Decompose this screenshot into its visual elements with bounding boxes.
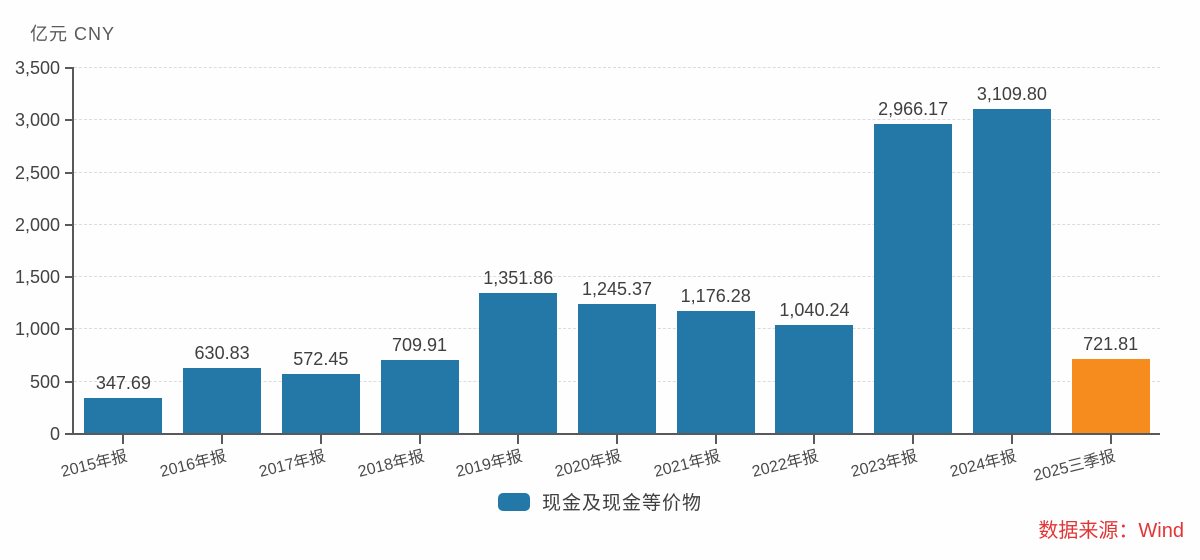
y-axis-tick-label: 0 (49, 424, 60, 444)
x-axis-tick (517, 435, 520, 444)
y-axis-tick (65, 119, 74, 122)
y-axis-tick-label: 2,000 (14, 214, 60, 235)
x-axis-tick-label: 2016年报 (158, 448, 229, 481)
bar-value-label: 572.45 (293, 349, 349, 370)
y-axis-tick (65, 223, 74, 226)
bar (972, 108, 1051, 433)
x-axis-tick (1109, 435, 1112, 444)
x-axis-tick (319, 435, 322, 444)
x-axis-tick (714, 435, 717, 444)
x-axis-tick (1010, 435, 1013, 444)
x-axis-line (70, 433, 1160, 435)
bar-value-label: 2,966.17 (878, 98, 949, 119)
bar-value-label: 1,245.37 (581, 278, 653, 299)
y-axis-tick (65, 380, 74, 383)
legend-label: 现金及现金等价物 (541, 493, 702, 514)
x-axis-tick (813, 435, 816, 444)
x-axis-tick-label: 2015年报 (59, 448, 130, 481)
gridline (74, 276, 1160, 278)
y-axis-tick-label: 1,500 (14, 267, 60, 288)
bar-value-label: 709.91 (392, 334, 448, 355)
bar-value-label: 630.83 (194, 343, 250, 364)
bar (1071, 358, 1150, 433)
x-axis-tick (912, 435, 915, 444)
bar (84, 397, 163, 433)
x-axis-tick-label: 2024年报 (948, 448, 1019, 481)
bar (874, 123, 953, 433)
bar (183, 368, 262, 433)
bar-value-label: 347.69 (95, 372, 151, 393)
bar (775, 325, 854, 433)
x-axis-tick-label: 2023年报 (849, 448, 920, 481)
x-axis-tick-label: 2017年报 (257, 448, 327, 481)
y-axis-tick-label: 1,000 (14, 319, 60, 340)
axis-unit-label: 亿元 CNY (30, 24, 116, 44)
x-axis-tick-label: 2019年报 (454, 448, 525, 481)
y-axis-tick (65, 67, 74, 69)
x-axis-tick (122, 435, 125, 444)
bar (676, 310, 755, 433)
bar-value-label: 3,109.80 (976, 83, 1047, 104)
x-axis-tick (418, 435, 421, 444)
gridline (74, 67, 1160, 68)
x-axis-tick-label: 2025三季报 (1031, 448, 1117, 485)
bar (281, 374, 360, 433)
y-axis-tick-label: 3,500 (14, 58, 60, 78)
y-axis-tick-label: 2,500 (14, 162, 60, 183)
y-axis-tick (65, 171, 74, 174)
bar (380, 359, 459, 433)
bar-value-label: 1,351.86 (483, 267, 554, 288)
gridline (74, 171, 1160, 173)
y-axis-tick (65, 328, 74, 331)
y-axis-tick (65, 433, 74, 435)
legend-swatch (497, 492, 530, 511)
bar-value-label: 1,176.28 (680, 285, 751, 306)
bar-value-label: 721.81 (1083, 333, 1139, 354)
y-axis-tick-label: 500 (29, 371, 60, 392)
x-axis-tick-label: 2022年报 (750, 448, 821, 481)
x-axis-tick-label: 2020年报 (553, 448, 624, 481)
bar (479, 292, 558, 433)
gridline (74, 223, 1160, 225)
bar-value-label: 1,040.24 (779, 300, 850, 321)
y-axis-line (72, 68, 74, 434)
y-axis-tick (65, 276, 74, 279)
legend: 现金及现金等价物 (0, 488, 1200, 515)
data-source-label: 数据来源：Wind (1038, 520, 1184, 542)
x-axis-tick (616, 435, 618, 444)
x-axis-tick-label: 2021年报 (652, 448, 722, 481)
bar (578, 303, 656, 433)
x-axis-tick (221, 435, 224, 444)
y-axis-tick-label: 3,000 (14, 110, 60, 131)
x-axis-tick-label: 2018年报 (355, 448, 426, 481)
gridline (74, 119, 1160, 121)
